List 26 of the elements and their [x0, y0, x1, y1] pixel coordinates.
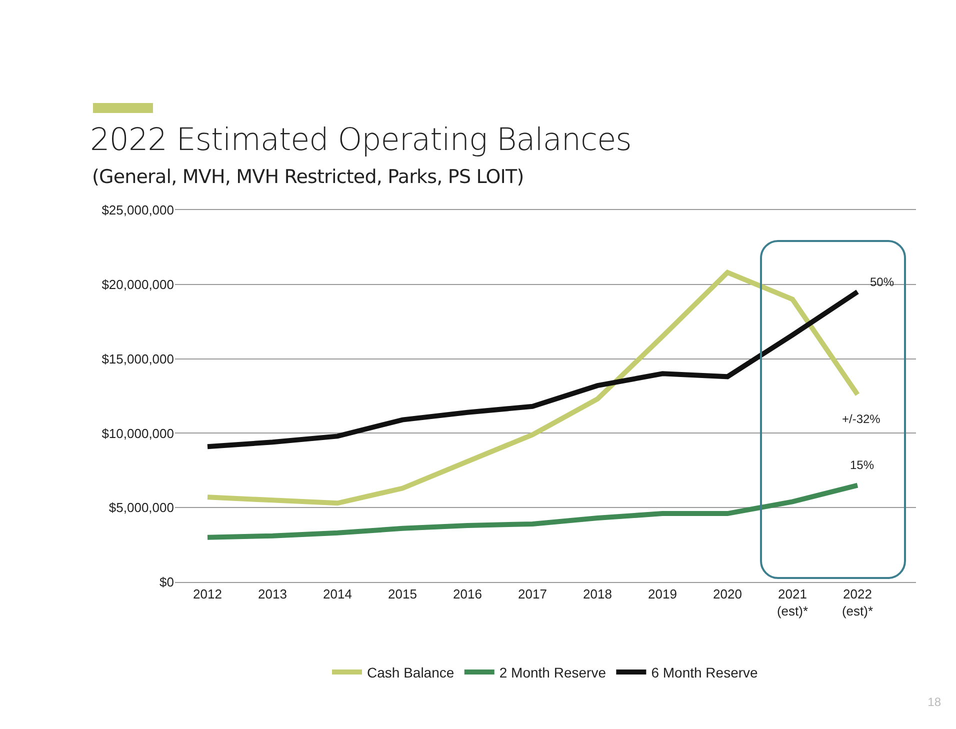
y-tick-label: $15,000,000 — [102, 351, 174, 366]
legend-label: 6 Month Reserve — [651, 664, 758, 680]
legend-label: 2 Month Reserve — [499, 664, 606, 680]
x-tick-label: 2014 — [323, 586, 352, 602]
y-tick-label: $10,000,000 — [102, 426, 174, 441]
x-tick-label: 2018 — [583, 586, 612, 602]
x-tick-label: 2019 — [648, 586, 677, 602]
legend-label: Cash Balance — [367, 664, 454, 680]
x-tick-label: 2016 — [453, 586, 482, 602]
x-tick-label: 2020 — [713, 586, 742, 602]
y-tick-label: $20,000,000 — [102, 276, 174, 292]
x-tick-label: 2013 — [258, 586, 287, 602]
chart-title: 2022 Estimated Operating Balances — [90, 122, 632, 158]
chart-subtitle: (General, MVH, MVH Restricted, Parks, PS LOIT) — [92, 166, 524, 188]
x-tick-label: 2021 (est)* — [776, 586, 808, 618]
annotation: 15% — [850, 458, 874, 472]
y-tick-label: $5,000,000 — [108, 500, 174, 516]
x-tick-label: 2022 (est)* — [842, 586, 874, 618]
x-tick-label: 2012 — [193, 586, 222, 602]
annotation: 50% — [870, 275, 894, 289]
y-tick-label: $25,000,000 — [102, 202, 174, 218]
y-tick-label: $0 — [160, 574, 174, 590]
x-tick-label: 2017 — [518, 586, 547, 602]
text: 18 — [928, 695, 941, 709]
annotation: +/-32% — [842, 412, 881, 426]
x-tick-label: 2015 — [388, 586, 417, 602]
